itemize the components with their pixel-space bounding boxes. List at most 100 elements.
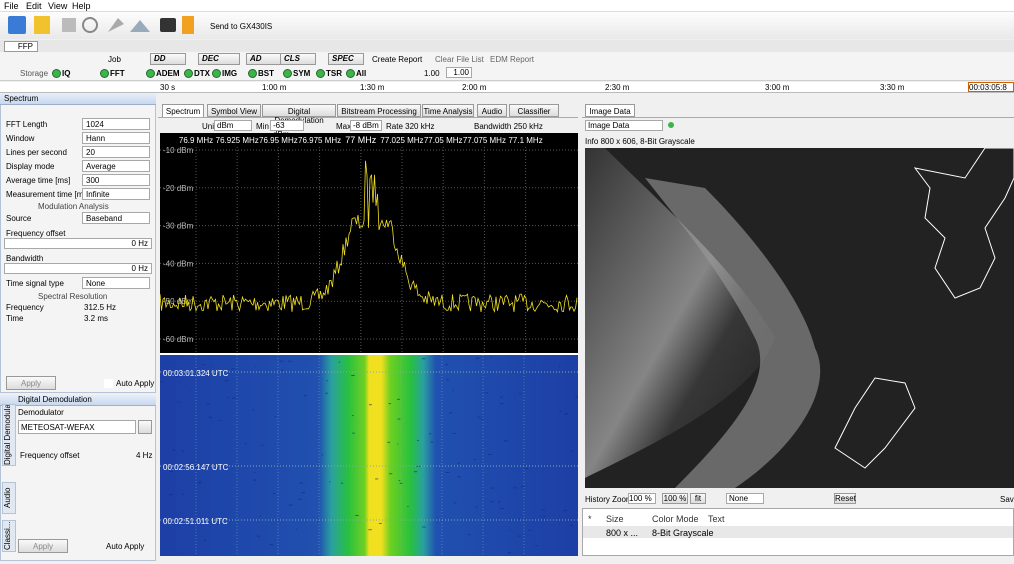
frequency-label: 76.975 MHz: [298, 136, 341, 145]
radio-option[interactable]: DTX: [194, 69, 210, 78]
image-source-dropdown[interactable]: Image Data: [585, 120, 663, 131]
waterfall-noise: [481, 418, 484, 420]
side-tab[interactable]: Audio: [2, 482, 16, 514]
waterfall-noise: [457, 476, 461, 478]
analysis-tab[interactable]: Classifier: [509, 104, 559, 117]
analysis-tab[interactable]: Digital Demodulation: [262, 104, 336, 125]
waterfall-noise: [416, 439, 419, 441]
waterfall-noise: [517, 535, 522, 537]
waterfall-noise: [570, 450, 573, 452]
waterfall-noise: [232, 397, 237, 399]
browse-button[interactable]: [138, 420, 152, 434]
waterfall-noise: [212, 365, 214, 367]
timeline-tick: 3:00 m: [765, 83, 790, 92]
waterfall-noise: [298, 498, 303, 500]
waterfall-noise: [351, 375, 355, 377]
property-label: Lines per second: [6, 148, 67, 157]
radio-option[interactable]: BST: [258, 69, 274, 78]
waterfall-noise: [198, 482, 201, 484]
menu-item[interactable]: Edit: [26, 1, 42, 11]
waterfall-noise: [570, 524, 574, 526]
fit-button[interactable]: fit: [690, 493, 706, 504]
waterfall-noise: [509, 529, 511, 531]
image-tab[interactable]: Image Data: [585, 104, 635, 117]
radio-option[interactable]: ADEM: [156, 69, 180, 78]
mode-button[interactable]: CLS: [280, 53, 316, 65]
waterfall-noise: [279, 360, 284, 362]
side-tab[interactable]: Digital Demodulat.: [2, 404, 16, 466]
analysis-tab[interactable]: Spectrum: [162, 104, 204, 117]
waterfall-noise: [446, 379, 449, 381]
unit-dropdown[interactable]: dBm: [214, 120, 252, 131]
waterfall-noise: [269, 544, 274, 546]
action-button[interactable]: EDM Report: [490, 55, 535, 64]
waterfall-noise: [475, 506, 478, 508]
property-dropdown[interactable]: 1024: [82, 118, 150, 130]
radio-option[interactable]: SYM: [293, 69, 311, 78]
reset-button[interactable]: Reset: [834, 493, 856, 504]
property-field[interactable]: Infinite: [82, 188, 150, 200]
table-cell: 8-Bit Grayscale: [652, 528, 714, 538]
waterfall-noise: [253, 479, 257, 481]
property-dropdown[interactable]: 20: [82, 146, 150, 158]
tab-strip: [158, 103, 578, 118]
property-dropdown[interactable]: None: [82, 277, 150, 289]
waterfall-noise: [563, 509, 568, 511]
min-field[interactable]: -63 dBm: [270, 120, 304, 139]
waterfall-noise: [301, 492, 305, 494]
auto-apply-checkbox[interactable]: Auto Apply: [106, 542, 145, 551]
radio-option[interactable]: FFT: [110, 69, 125, 78]
menu-item[interactable]: File: [4, 1, 19, 11]
zoom-button[interactable]: 100 %: [662, 493, 688, 504]
timeline-tick: 1:00 m: [262, 83, 287, 92]
mode-button[interactable]: SPEC: [328, 53, 364, 65]
radio-icon: [283, 69, 292, 78]
mode-button[interactable]: DD: [150, 53, 186, 65]
property-field[interactable]: 300: [82, 174, 150, 186]
demodulator-field: METEOSAT-WEFAX: [18, 420, 136, 434]
mode-button[interactable]: AD: [246, 53, 282, 65]
zoom-field[interactable]: 100 %: [628, 493, 656, 504]
radio-option[interactable]: TSR: [326, 69, 342, 78]
history-zoom-label: History Zoom: [585, 495, 633, 504]
waterfall-noise: [160, 381, 163, 383]
waterfall-noise: [182, 450, 185, 452]
apply-button[interactable]: Apply: [6, 376, 56, 390]
mode-button[interactable]: DEC: [198, 53, 240, 65]
max-field[interactable]: -8 dBm: [350, 120, 382, 131]
timeline-tick: 30 s: [160, 83, 176, 92]
table-header: Size: [606, 514, 624, 524]
waterfall-noise: [511, 372, 514, 374]
radio-option[interactable]: All: [356, 69, 367, 78]
waterfall-noise: [304, 395, 307, 397]
waterfall-noise: [375, 478, 379, 480]
analysis-tab[interactable]: Time Analysis: [422, 104, 474, 117]
action-button[interactable]: Create Report: [372, 55, 423, 64]
action-button[interactable]: Clear File List: [435, 55, 484, 64]
analysis-tab[interactable]: Audio: [477, 104, 507, 117]
menu-item[interactable]: Help: [72, 1, 91, 11]
apply-button[interactable]: Apply: [18, 539, 68, 553]
timeline-tick: 2:00 m: [462, 83, 487, 92]
waterfall-noise: [355, 514, 359, 516]
waterfall-noise: [227, 396, 229, 398]
filter-dropdown[interactable]: None: [726, 493, 764, 504]
ffp-tab[interactable]: FFP: [4, 41, 38, 52]
save-checkbox[interactable]: Save: [1000, 495, 1014, 504]
waterfall-noise: [467, 534, 471, 536]
property-label: Display mode: [6, 162, 55, 171]
property-label: Measurement time [ms]: [6, 190, 90, 199]
analysis-tab[interactable]: Symbol View: [207, 104, 261, 117]
property-dropdown[interactable]: Baseband: [82, 212, 150, 224]
property-dropdown[interactable]: Average: [82, 160, 150, 172]
analysis-tab[interactable]: Bitstream Processing: [337, 104, 421, 117]
auto-apply-checkbox[interactable]: Auto Apply: [104, 379, 155, 388]
property-dropdown[interactable]: Hann: [82, 132, 150, 144]
radio-option[interactable]: IMG: [222, 69, 238, 78]
waterfall-noise: [254, 366, 256, 368]
radio-option[interactable]: IQ: [62, 69, 71, 78]
waterfall-noise: [488, 453, 492, 455]
side-tab[interactable]: Classi...: [2, 520, 16, 552]
menu-item[interactable]: View: [48, 1, 68, 11]
